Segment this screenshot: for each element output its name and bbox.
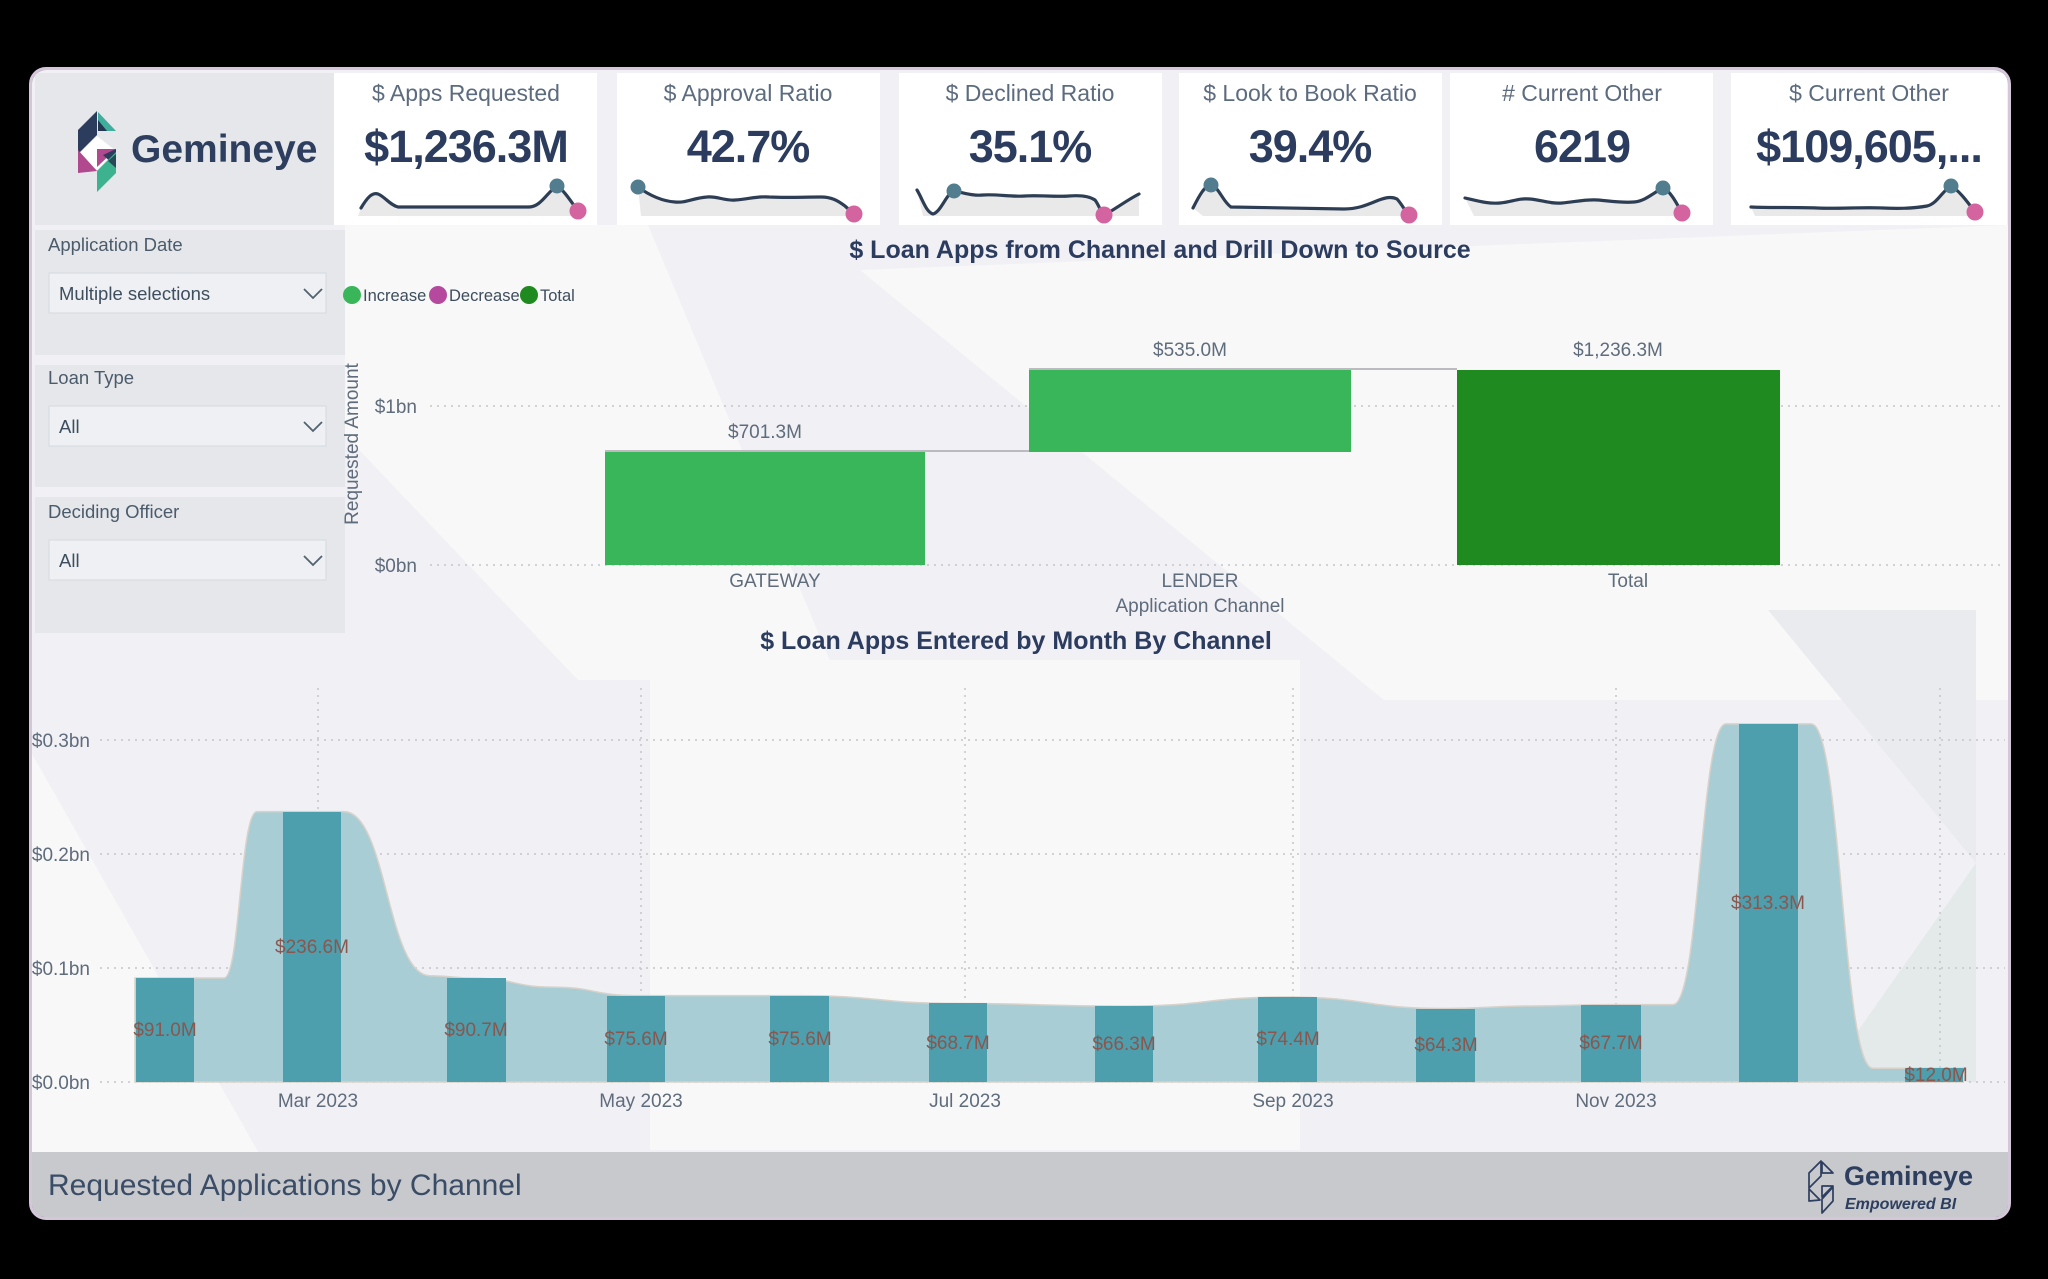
- svg-text:$0.3bn: $0.3bn: [32, 731, 90, 752]
- svg-text:# Current Other: # Current Other: [1502, 80, 1662, 106]
- svg-text:$90.7M: $90.7M: [444, 1020, 507, 1041]
- svg-text:Gemineye: Gemineye: [1844, 1161, 1973, 1191]
- svg-text:$67.7M: $67.7M: [1579, 1033, 1642, 1054]
- svg-text:39.4%: 39.4%: [1249, 121, 1372, 172]
- svg-text:Increase: Increase: [363, 287, 426, 305]
- svg-text:Application Date: Application Date: [48, 234, 183, 255]
- svg-text:$ Apps Requested: $ Apps Requested: [372, 80, 560, 106]
- svg-text:Decrease: Decrease: [449, 287, 520, 305]
- svg-text:Total: Total: [1608, 571, 1648, 592]
- svg-text:$313.3M: $313.3M: [1731, 893, 1805, 914]
- svg-text:$ Approval Ratio: $ Approval Ratio: [664, 80, 833, 106]
- svg-text:$ Current Other: $ Current Other: [1789, 80, 1949, 106]
- svg-text:Mar 2023: Mar 2023: [278, 1091, 358, 1112]
- svg-text:$ Loan Apps Entered by Month B: $ Loan Apps Entered by Month By Channel: [760, 627, 1272, 655]
- svg-text:Empowered BI: Empowered BI: [1845, 1196, 1957, 1213]
- svg-text:$1,236.3M: $1,236.3M: [364, 121, 568, 172]
- svg-text:Deciding Officer: Deciding Officer: [48, 501, 179, 522]
- svg-text:$64.3M: $64.3M: [1414, 1035, 1477, 1056]
- svg-text:Nov 2023: Nov 2023: [1575, 1091, 1656, 1112]
- svg-text:$109,605,...: $109,605,...: [1756, 121, 1982, 172]
- svg-text:$68.7M: $68.7M: [926, 1033, 989, 1054]
- svg-text:May 2023: May 2023: [599, 1091, 682, 1112]
- svg-text:42.7%: 42.7%: [687, 121, 810, 172]
- svg-text:All: All: [59, 550, 80, 571]
- svg-text:$ Declined Ratio: $ Declined Ratio: [946, 80, 1115, 106]
- svg-text:Requested Amount: Requested Amount: [342, 362, 363, 524]
- svg-text:Total: Total: [540, 287, 575, 305]
- svg-text:6219: 6219: [1534, 121, 1630, 172]
- svg-text:$236.6M: $236.6M: [275, 937, 349, 958]
- svg-text:$74.4M: $74.4M: [1256, 1029, 1319, 1050]
- svg-text:$1,236.3M: $1,236.3M: [1573, 340, 1663, 361]
- svg-text:Jul 2023: Jul 2023: [929, 1091, 1001, 1112]
- svg-text:$1bn: $1bn: [375, 397, 417, 418]
- svg-text:$75.6M: $75.6M: [768, 1029, 831, 1050]
- svg-text:$ Loan Apps from Channel and D: $ Loan Apps from Channel and Drill Down …: [849, 236, 1470, 264]
- svg-text:Multiple selections: Multiple selections: [59, 283, 210, 304]
- svg-text:35.1%: 35.1%: [969, 121, 1092, 172]
- svg-text:Application Channel: Application Channel: [1115, 596, 1284, 617]
- svg-text:$75.6M: $75.6M: [604, 1029, 667, 1050]
- svg-text:$0.1bn: $0.1bn: [32, 959, 90, 980]
- svg-text:$66.3M: $66.3M: [1092, 1034, 1155, 1055]
- svg-text:All: All: [59, 416, 80, 437]
- svg-text:$12.0M: $12.0M: [1904, 1065, 1967, 1086]
- svg-text:Gemineye: Gemineye: [131, 128, 317, 171]
- svg-text:$701.3M: $701.3M: [728, 422, 802, 443]
- svg-text:Loan Type: Loan Type: [48, 367, 134, 388]
- svg-text:$0.2bn: $0.2bn: [32, 845, 90, 866]
- svg-text:$0.0bn: $0.0bn: [32, 1073, 90, 1094]
- svg-text:Sep 2023: Sep 2023: [1252, 1091, 1333, 1112]
- svg-text:$0bn: $0bn: [375, 556, 417, 577]
- svg-text:Requested Applications by Chan: Requested Applications by Channel: [48, 1169, 522, 1202]
- svg-text:LENDER: LENDER: [1161, 571, 1238, 592]
- svg-text:$535.0M: $535.0M: [1153, 340, 1227, 361]
- svg-text:GATEWAY: GATEWAY: [729, 571, 821, 592]
- svg-text:$91.0M: $91.0M: [133, 1020, 196, 1041]
- svg-text:$ Look to Book Ratio: $ Look to Book Ratio: [1203, 80, 1417, 106]
